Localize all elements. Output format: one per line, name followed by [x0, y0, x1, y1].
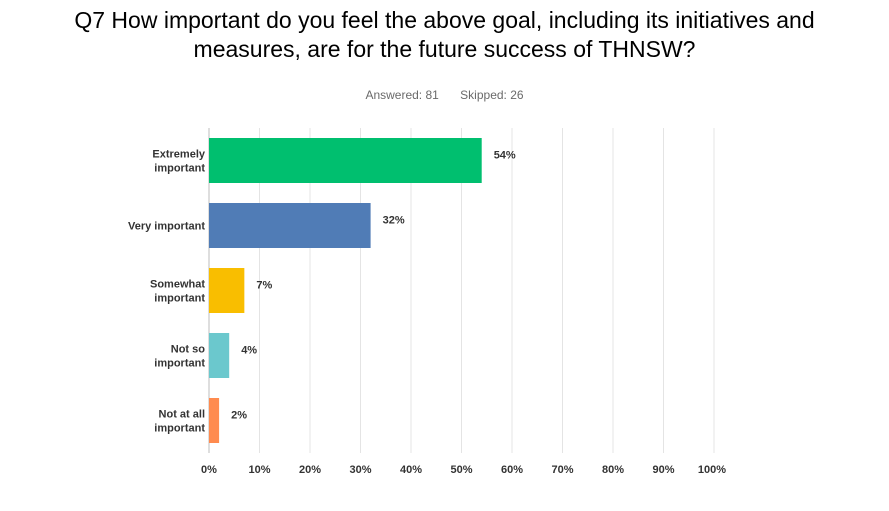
category-label-line: Not at all	[159, 409, 205, 421]
x-tick-label: 70%	[551, 464, 573, 476]
x-tick-label: 10%	[248, 464, 270, 476]
category-label-line: Somewhat	[150, 279, 205, 291]
category-label-line: Not so	[171, 344, 206, 356]
bar	[209, 203, 371, 248]
chart-title-line-1: Q7 How important do you feel the above g…	[74, 7, 815, 33]
category-label-line: important	[154, 423, 205, 435]
data-label: 7%	[256, 280, 272, 292]
category-label: Very important	[128, 221, 205, 233]
skipped-count: Skipped: 26	[460, 88, 524, 102]
category-label: Not so important	[154, 344, 205, 370]
x-tick-label: 100%	[698, 464, 726, 476]
data-label: 32%	[383, 215, 405, 227]
data-label: 2%	[231, 410, 247, 422]
x-tick-label: 40%	[400, 464, 422, 476]
category-label-line: Extremely	[152, 149, 205, 161]
answered-count: Answered: 81	[365, 88, 439, 102]
data-label: 54%	[494, 150, 516, 162]
category-label: Somewhat important	[150, 279, 205, 305]
data-label: 4%	[241, 345, 257, 357]
x-tick-label: 90%	[652, 464, 674, 476]
category-label-line: important	[154, 358, 205, 370]
bar	[209, 138, 482, 183]
bar	[209, 268, 245, 313]
category-label-line: important	[154, 293, 205, 305]
x-tick-label: 60%	[501, 464, 523, 476]
response-summary: Answered: 81 Skipped: 26	[0, 88, 889, 102]
bar	[209, 333, 230, 378]
chart-title-line-2: measures, are for the future success of …	[193, 36, 696, 62]
x-tick-label: 30%	[349, 464, 371, 476]
bar	[209, 398, 220, 443]
chart-title: Q7 How important do you feel the above g…	[0, 6, 889, 64]
x-tick-label: 50%	[450, 464, 472, 476]
x-tick-label: 0%	[201, 464, 217, 476]
category-label: Not at all important	[154, 409, 205, 435]
category-label: Extremely important	[152, 149, 205, 175]
category-label-line: Very important	[128, 221, 205, 233]
category-label-line: important	[154, 163, 205, 175]
x-tick-label: 20%	[299, 464, 321, 476]
x-tick-label: 80%	[602, 464, 624, 476]
